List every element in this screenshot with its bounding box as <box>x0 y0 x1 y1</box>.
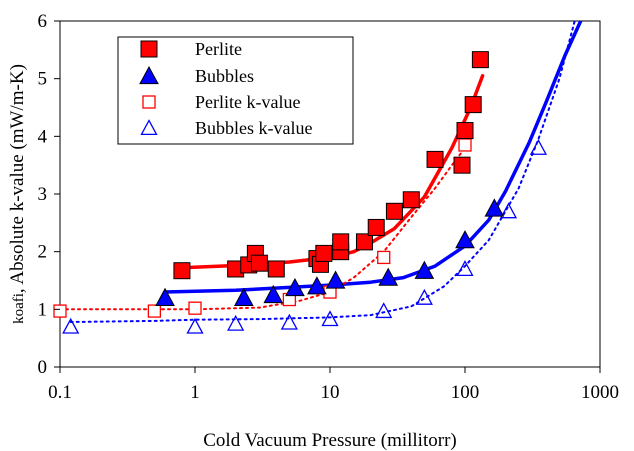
point-perlite <box>315 244 333 262</box>
y-tick-label: 3 <box>38 184 48 205</box>
point-perlite <box>367 218 385 236</box>
point-bubbles <box>414 260 435 279</box>
legend-marker-bubbles-k-value <box>140 119 158 136</box>
point-perlite-k-value <box>53 304 67 318</box>
point-perlite <box>173 262 191 280</box>
point-perlite <box>402 191 420 209</box>
point-bubbles-k-value <box>456 260 474 276</box>
point-bubbles <box>285 277 305 297</box>
point-perlite-k-value <box>147 304 162 318</box>
point-perlite-k-value <box>188 301 202 315</box>
point-bubbles <box>307 276 327 295</box>
point-perlite <box>426 150 444 168</box>
point-bubbles-k-value <box>227 314 245 331</box>
point-perlite-k-value <box>377 250 391 265</box>
legend-label-bubbles: Bubbles <box>195 66 254 86</box>
point-bubbles-k-value <box>62 317 80 334</box>
x-tick-label: 1 <box>190 382 200 403</box>
point-bubbles <box>263 284 284 304</box>
point-bubbles-k-value <box>375 302 393 319</box>
point-perlite <box>385 202 403 220</box>
point-bubbles <box>378 267 399 286</box>
y-tick-label: 6 <box>38 11 48 32</box>
point-bubbles-k-value <box>321 310 339 327</box>
y-axis-title-sub: koafi <box>11 293 27 324</box>
x-tick-label: 1000 <box>581 382 619 403</box>
point-bubbles-k-value <box>186 317 204 334</box>
point-perlite <box>456 122 474 140</box>
point-perlite <box>267 260 285 278</box>
axis-ticks: 0.1 1 10 100 1000 0 1 2 3 4 5 6 <box>38 11 620 403</box>
x-axis-title: Cold Vacuum Pressure (millitorr) <box>203 430 456 451</box>
point-bubbles <box>155 287 175 306</box>
legend-label-bubbles-k-value: Bubbles k-value <box>195 118 312 138</box>
y-tick-label: 4 <box>38 126 48 147</box>
point-bubbles-k-value <box>499 202 518 219</box>
point-bubbles <box>455 230 475 249</box>
point-bubbles-k-value <box>529 138 548 155</box>
point-bubbles <box>484 198 505 217</box>
y-tick-label: 5 <box>38 69 48 90</box>
point-bubbles <box>233 287 254 306</box>
point-perlite <box>332 233 350 251</box>
point-perlite <box>355 233 373 251</box>
point-perlite <box>453 156 471 174</box>
point-perlite-k-value <box>458 138 472 152</box>
curve-perlite-k-value <box>60 146 466 311</box>
x-tick-label: 10 <box>321 382 340 403</box>
point-perlite <box>471 51 489 69</box>
point-bubbles-k-value <box>415 288 433 305</box>
point-bubbles-k-value <box>280 313 298 330</box>
x-tick-label: 0.1 <box>48 382 72 403</box>
data-markers <box>53 51 548 334</box>
y-tick-label: 1 <box>38 299 48 320</box>
point-perlite <box>464 96 482 114</box>
y-tick-label: 0 <box>38 357 48 378</box>
y-axis-title: koafi, Absolute k-value (mW/m-K) <box>7 64 28 324</box>
legend-label-perlite-k-value: Perlite k-value <box>195 92 300 112</box>
legend-label-perlite: Perlite <box>195 39 242 59</box>
legend-marker-perlite-k-value <box>142 95 156 109</box>
legend-marker-bubbles <box>139 65 159 85</box>
y-tick-label: 2 <box>38 242 48 263</box>
y-axis-title-main: , Absolute k-value (mW/m-K) <box>7 64 28 293</box>
legend-marker-perlite <box>140 40 158 58</box>
legend: Perlite Bubbles Perlite k-value Bubbles … <box>117 36 354 145</box>
point-perlite <box>250 254 268 272</box>
point-bubbles <box>325 270 346 289</box>
x-tick-label: 100 <box>451 382 480 403</box>
